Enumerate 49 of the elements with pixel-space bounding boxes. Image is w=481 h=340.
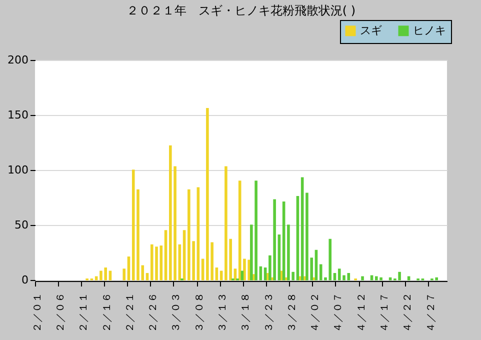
bar bbox=[220, 270, 223, 280]
x-tick-label: ３／１８ bbox=[240, 292, 252, 332]
bar bbox=[314, 250, 318, 280]
x-tick-label: ３／０８ bbox=[194, 292, 206, 332]
x-tick-label: ２／０６ bbox=[55, 292, 66, 332]
x-tick-label: ２／１６ bbox=[102, 292, 113, 332]
x-tick-label: ３／２８ bbox=[286, 292, 298, 332]
bar bbox=[407, 276, 410, 280]
y-tick-label: 50 bbox=[14, 218, 28, 232]
legend-label: ヒノキ bbox=[413, 24, 446, 37]
x-tick-label: ２／２６ bbox=[148, 292, 160, 332]
bar bbox=[296, 196, 300, 280]
x-tick-label: ４／２２ bbox=[402, 292, 414, 332]
bar bbox=[388, 277, 392, 280]
x-tick-label: ２／２１ bbox=[124, 292, 136, 332]
x-tick-label: ４／０７ bbox=[333, 292, 344, 332]
x-tick-label: ３／１３ bbox=[217, 292, 228, 332]
x-tick-label: ４／１７ bbox=[380, 292, 391, 332]
x-tick-label: ３／０３ bbox=[171, 292, 182, 332]
bar bbox=[215, 268, 218, 280]
bar bbox=[94, 276, 98, 280]
y-tick-label: 0 bbox=[22, 274, 28, 286]
x-tick-label: ４／１２ bbox=[356, 292, 368, 332]
bar bbox=[282, 202, 286, 280]
x-tick-label: ２／１１ bbox=[78, 292, 90, 332]
legend-label: スギ bbox=[360, 24, 382, 37]
bar bbox=[259, 266, 262, 280]
bar bbox=[196, 187, 200, 280]
bar bbox=[243, 258, 246, 280]
y-tick-label: 100 bbox=[8, 164, 28, 176]
bar bbox=[240, 270, 244, 280]
bar bbox=[361, 276, 364, 280]
y-tick-label: 150 bbox=[8, 108, 28, 122]
x-tick-label: ４／０２ bbox=[310, 292, 322, 332]
bar bbox=[164, 230, 168, 280]
bar bbox=[370, 275, 374, 280]
bar bbox=[278, 234, 281, 280]
x-tick-label: ４／２７ bbox=[426, 292, 437, 332]
x-tick-label: ３／２３ bbox=[264, 292, 275, 332]
y-tick-label: 200 bbox=[8, 54, 28, 66]
bar bbox=[201, 258, 204, 280]
bar bbox=[146, 273, 149, 280]
bar bbox=[264, 268, 267, 280]
chart-title: ２０２１年 スギ・ヒノキ花粉飛散状況( ) bbox=[126, 4, 356, 18]
bar bbox=[127, 256, 130, 280]
bar bbox=[108, 270, 112, 280]
bar bbox=[122, 268, 126, 280]
x-tick-label: ２／０１ bbox=[32, 292, 44, 332]
bar bbox=[333, 273, 336, 280]
